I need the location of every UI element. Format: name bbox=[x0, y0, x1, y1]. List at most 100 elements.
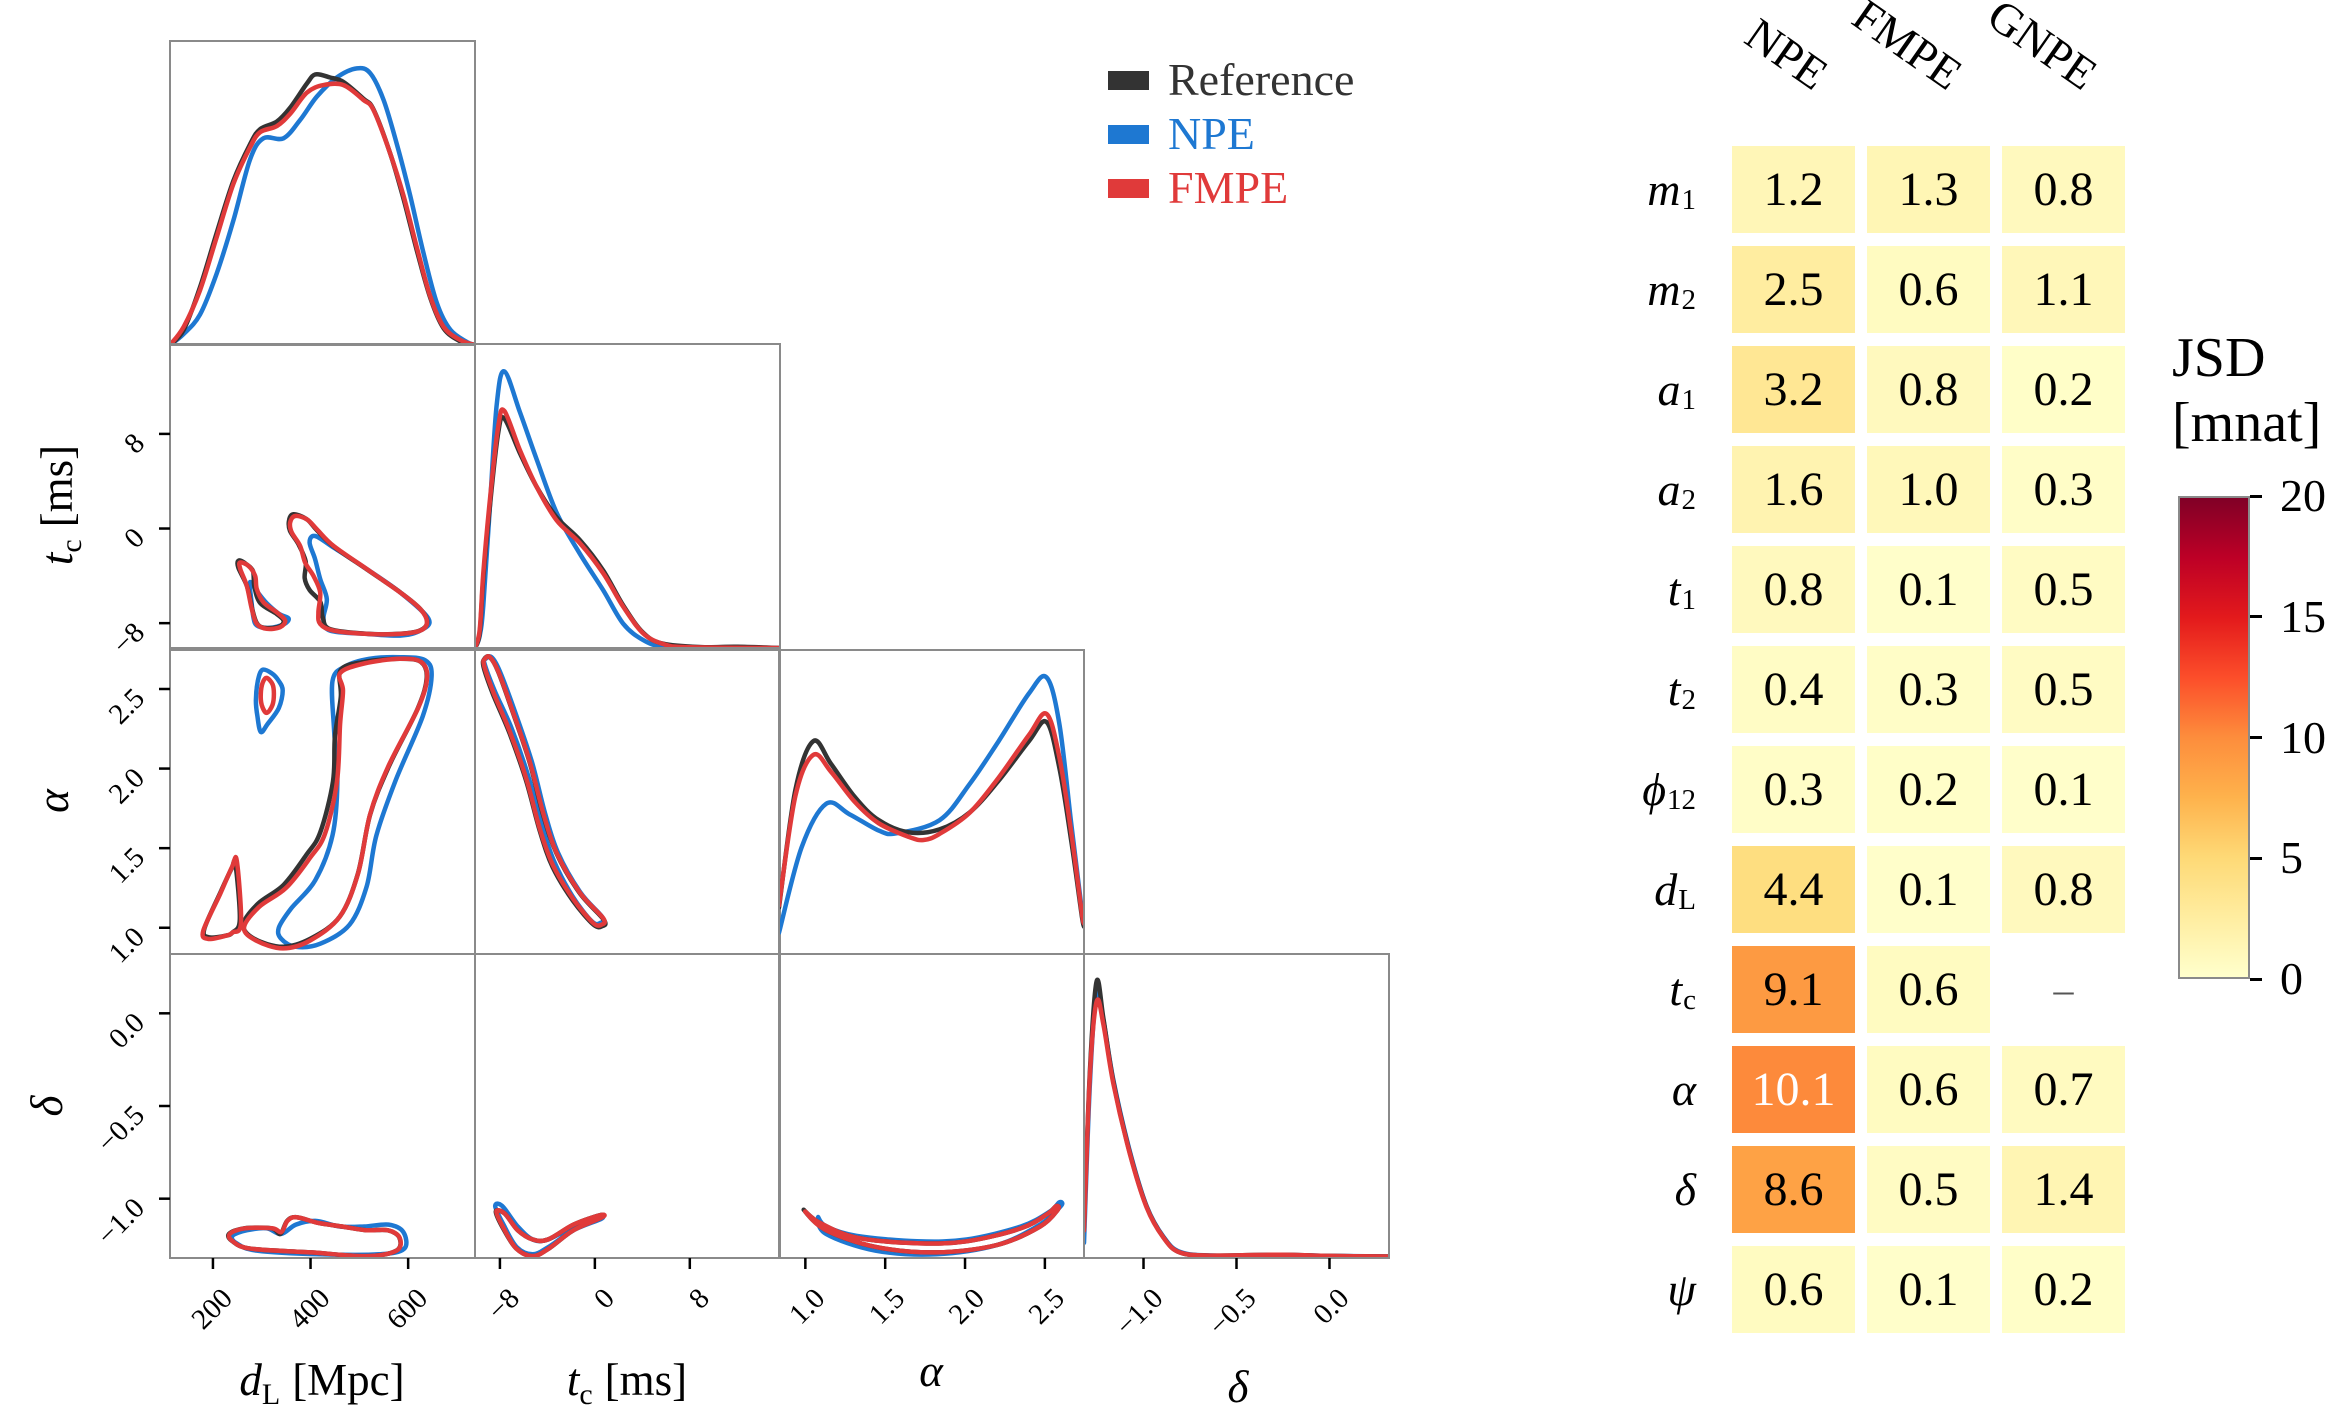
y-axis-label-alpha: α bbox=[28, 788, 78, 813]
row-label-subscript: 2 bbox=[1681, 684, 1697, 717]
x-tick-label: 1.5 bbox=[863, 1282, 911, 1330]
contour-fmpe bbox=[226, 1214, 404, 1258]
panel-frame bbox=[474, 343, 781, 649]
axis-label-unit: [ms] bbox=[32, 445, 82, 528]
colorbar-tick bbox=[2250, 977, 2262, 981]
legend-item-fmpe: FMPE bbox=[1108, 165, 1288, 211]
heatmap-cell: 0.4 bbox=[1732, 646, 1855, 733]
heatmap-cell: 0.3 bbox=[2002, 446, 2125, 533]
colorbar-tick-label: 0 bbox=[2280, 953, 2303, 1004]
row-label-subscript: 1 bbox=[1681, 184, 1697, 217]
contour-reference bbox=[286, 512, 430, 637]
row-label-symbol: t bbox=[1667, 563, 1681, 615]
row-label-subscript: 12 bbox=[1667, 784, 1696, 817]
y-axis-label-tc: tc [ms] bbox=[32, 445, 88, 565]
contour-reference bbox=[201, 858, 243, 940]
density-curve-fmpe bbox=[779, 711, 1084, 926]
colorbar bbox=[2178, 496, 2250, 979]
axis-label-subscript: c bbox=[579, 1378, 592, 1411]
panel-frame bbox=[1083, 953, 1390, 1259]
row-label-subscript: c bbox=[1683, 984, 1696, 1017]
heatmap-cell: 0.8 bbox=[2002, 846, 2125, 933]
x-tick-label: 600 bbox=[381, 1282, 434, 1335]
contour-npe bbox=[307, 533, 432, 638]
heatmap-cell: 1.4 bbox=[2002, 1146, 2125, 1233]
heatmap-cell: 0.5 bbox=[2002, 646, 2125, 733]
colorbar-tick-label: 5 bbox=[2280, 832, 2303, 884]
heatmap-cell: – bbox=[2053, 966, 2074, 1012]
row-label-symbol: m bbox=[1647, 263, 1681, 315]
legend-label: Reference bbox=[1168, 54, 1355, 105]
axis-label-unit: [ms] bbox=[605, 1355, 688, 1405]
x-tick-label: 0 bbox=[588, 1282, 621, 1315]
contour-fmpe bbox=[258, 675, 277, 716]
heatmap-row-label: ψ bbox=[1667, 1246, 1696, 1333]
contour-npe bbox=[253, 667, 285, 735]
panel-frame bbox=[474, 953, 781, 1259]
colorbar-tick bbox=[2250, 736, 2262, 739]
x-axis-label-tc: tc [ms] bbox=[567, 1355, 687, 1411]
heatmap-cell: 9.1 bbox=[1732, 946, 1855, 1033]
y-tick-label: 2.5 bbox=[103, 682, 151, 730]
axis-label-symbol: t bbox=[32, 551, 82, 565]
row-label-symbol: α bbox=[1671, 1063, 1696, 1115]
row-label-symbol: ψ bbox=[1667, 1263, 1696, 1315]
heatmap-row-label: δ bbox=[1675, 1146, 1696, 1233]
heatmap-cell: 10.1 bbox=[1732, 1046, 1855, 1133]
density-curve-npe bbox=[779, 673, 1084, 935]
row-label-symbol: δ bbox=[1674, 1163, 1696, 1215]
heatmap-cell: 0.1 bbox=[2002, 746, 2125, 833]
density-curve-npe bbox=[170, 65, 475, 345]
y-tick-label: −8 bbox=[107, 616, 151, 660]
x-axis-label-dL: dL [Mpc] bbox=[239, 1355, 404, 1411]
x-tick-label: 0.0 bbox=[1307, 1282, 1355, 1330]
heatmap-cell: 4.4 bbox=[1732, 846, 1855, 933]
x-tick-label: 2.0 bbox=[943, 1282, 991, 1330]
panel-tc-vs-delta bbox=[474, 953, 781, 1259]
x-axis-label-alpha: α bbox=[919, 1346, 944, 1396]
legend-swatch bbox=[1108, 124, 1149, 144]
density-curve-reference bbox=[1084, 977, 1389, 1258]
panel-delta-vs-delta bbox=[1083, 953, 1390, 1259]
density-curve-npe bbox=[1084, 985, 1389, 1258]
colorbar-tick bbox=[2250, 494, 2262, 498]
x-axis-label-delta: δ bbox=[1228, 1362, 1250, 1412]
y-axis-label-delta: δ bbox=[22, 1094, 72, 1116]
corner-plot: −8 0 8 1.0 1.5 2.0 2.5 −1.0 −0.5 0.0 200 400 600 −8 0 8… bbox=[22, 40, 1390, 1412]
contour-npe bbox=[275, 654, 434, 950]
panel-frame bbox=[778, 953, 1085, 1259]
contour-fmpe bbox=[287, 513, 430, 637]
legend-swatch bbox=[1108, 178, 1149, 198]
heatmap-cell: 0.1 bbox=[1867, 846, 1990, 933]
row-label-symbol: a bbox=[1657, 463, 1681, 515]
heatmap-cell: 2.5 bbox=[1732, 246, 1855, 333]
legend-item-reference: Reference bbox=[1108, 57, 1354, 103]
heatmap-cell: 0.3 bbox=[1867, 646, 1990, 733]
legend-swatch bbox=[1108, 70, 1149, 90]
contour-fmpe bbox=[803, 1203, 1062, 1255]
heatmap-cell: 0.8 bbox=[1732, 546, 1855, 633]
x-tick-label: 200 bbox=[186, 1282, 239, 1335]
panel-alpha-vs-alpha bbox=[778, 649, 1085, 955]
heatmap-cell: 1.2 bbox=[1732, 146, 1855, 233]
contour-fmpe bbox=[481, 654, 607, 928]
axis-label-symbol: δ bbox=[1228, 1362, 1250, 1412]
row-label-symbol: m bbox=[1647, 163, 1681, 215]
heatmap-cell: 1.0 bbox=[1867, 446, 1990, 533]
heatmap-cell: 1.1 bbox=[2002, 246, 2125, 333]
colorbar-tick-label: 10 bbox=[2280, 711, 2326, 763]
row-label-symbol: d bbox=[1654, 863, 1678, 915]
contour-npe bbox=[481, 654, 606, 927]
row-label-symbol: t bbox=[1667, 663, 1681, 715]
heatmap-cell: 0.5 bbox=[2002, 546, 2125, 633]
heatmap-cell: 0.3 bbox=[1732, 746, 1855, 833]
axis-label-symbol: α bbox=[919, 1346, 944, 1396]
colorbar-tick bbox=[2250, 615, 2262, 619]
heatmap-cell: 0.1 bbox=[1867, 546, 1990, 633]
panel-dL-vs-delta bbox=[169, 953, 476, 1259]
row-label-subscript: L bbox=[1678, 884, 1696, 917]
